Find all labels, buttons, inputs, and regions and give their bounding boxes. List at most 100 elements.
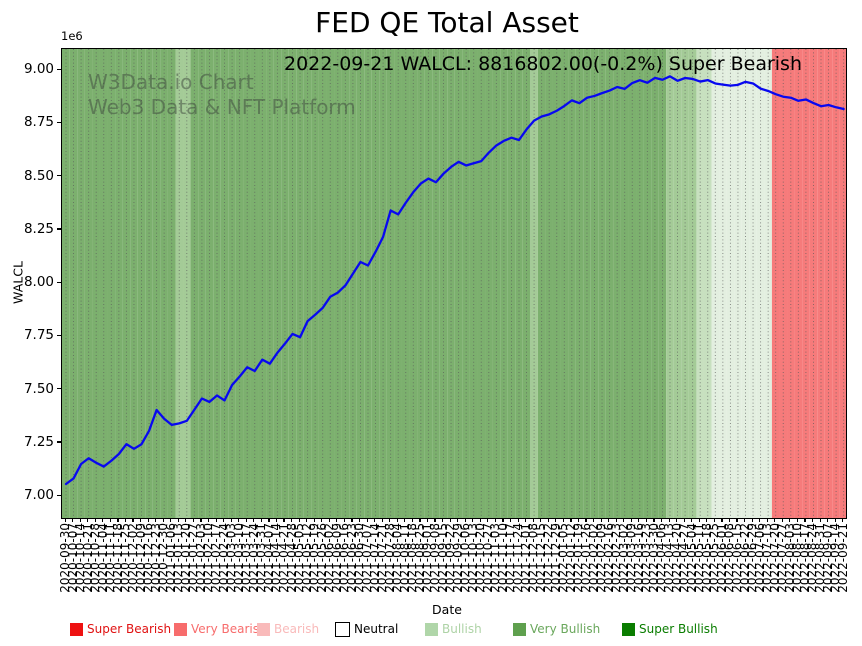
x-tick (215, 518, 217, 522)
x-tick (585, 518, 587, 522)
legend-item: Bearish (257, 621, 319, 637)
very-bullish-band (122, 49, 131, 518)
x-tick (698, 518, 700, 522)
very-bullish-band (99, 49, 108, 518)
very-bullish-band (424, 49, 433, 518)
bullish-band (666, 49, 674, 518)
x-tick (660, 518, 663, 522)
very-bearish-band (839, 49, 847, 518)
legend-label: Bullish (442, 622, 482, 636)
very-bullish-band (500, 49, 508, 518)
y-tick (57, 388, 61, 390)
x-tick (706, 518, 708, 522)
very-bullish-band (522, 49, 531, 518)
y-tick-label: 7.25 (23, 433, 54, 450)
very-bullish-band (62, 49, 70, 518)
x-tick (555, 518, 557, 522)
x-tick (185, 518, 187, 522)
y-tick (57, 281, 61, 283)
very-bearish-band (817, 49, 825, 518)
x-tick (464, 518, 466, 522)
x-tick-label: 2022-09-21 (835, 523, 850, 593)
very-bullish-band (190, 49, 199, 518)
x-tick (64, 518, 66, 522)
very-bullish-band (371, 49, 380, 518)
x-tick (532, 518, 534, 522)
x-tick (124, 518, 127, 522)
very-bullish-band (205, 49, 214, 518)
neutral-pale-band (756, 49, 765, 518)
very-bullish-band (575, 49, 584, 518)
x-tick (494, 518, 497, 522)
x-tick (691, 518, 693, 522)
very-bullish-band (417, 49, 425, 518)
very-bullish-band (598, 49, 606, 518)
very-bullish-band (583, 49, 591, 518)
y-tick-label: 8.75 (23, 114, 54, 131)
very-bullish-band (115, 49, 123, 518)
very-bullish-band (220, 49, 229, 518)
very-bullish-band (658, 49, 667, 518)
weak-bullish-band (703, 49, 712, 518)
x-tick (608, 518, 610, 522)
very-bearish-band (787, 49, 795, 518)
x-tick (328, 518, 330, 522)
neutral-pale-band (711, 49, 720, 518)
x-tick (759, 518, 761, 522)
walcl-line (64, 75, 845, 486)
y-tick (57, 175, 61, 177)
very-bullish-band (250, 49, 259, 518)
x-tick (336, 518, 338, 522)
very-bearish-band (832, 49, 840, 518)
very-bullish-band (394, 49, 402, 518)
bullish-band (530, 49, 538, 518)
legend-swatch-icon (70, 622, 83, 636)
very-bullish-band (628, 49, 637, 518)
very-bullish-band (507, 49, 516, 518)
y-tick (57, 121, 61, 124)
very-bullish-band (137, 49, 146, 518)
very-bullish-band (605, 49, 614, 518)
legend-item: Very Bullish (513, 621, 600, 637)
very-bearish-band (771, 49, 780, 518)
x-tick (132, 518, 134, 522)
x-tick (819, 518, 821, 522)
x-axis-label: Date (432, 602, 462, 617)
very-bearish-band (809, 49, 818, 518)
legend-item: Bullish (425, 621, 482, 637)
very-bullish-band (613, 49, 621, 518)
x-tick (668, 518, 670, 522)
very-bullish-band (107, 49, 116, 518)
x-tick (827, 518, 829, 522)
very-bullish-band (492, 49, 501, 518)
watermark-line1: W3Data.io Chart (88, 70, 254, 94)
very-bullish-band (288, 49, 297, 518)
x-tick (343, 518, 346, 522)
very-bullish-band (356, 49, 365, 518)
x-tick (192, 518, 195, 522)
x-tick (260, 518, 262, 522)
bullish-band (681, 49, 689, 518)
x-tick (298, 518, 300, 522)
y-tick-label: 9.00 (23, 61, 54, 77)
y-tick-label: 7.00 (23, 487, 54, 503)
x-tick (525, 518, 527, 522)
bullish-band (688, 49, 697, 518)
legend-swatch-icon (425, 622, 438, 636)
very-bullish-band (318, 49, 327, 518)
legend-label: Very Bullish (530, 622, 601, 636)
x-tick (509, 518, 512, 522)
x-tick (419, 518, 421, 522)
very-bullish-band (469, 49, 478, 518)
x-tick (487, 518, 489, 522)
very-bearish-band (802, 49, 810, 518)
very-bullish-band (432, 49, 440, 518)
legend-item: Neutral (335, 621, 398, 637)
x-tick (502, 518, 504, 522)
watermark: W3Data.io Chart Web3 Data & NFT Platform (88, 70, 356, 120)
very-bullish-band (386, 49, 395, 518)
x-tick (593, 518, 595, 522)
very-bullish-band (326, 49, 335, 518)
x-tick (713, 518, 715, 522)
very-bullish-band (130, 49, 138, 518)
